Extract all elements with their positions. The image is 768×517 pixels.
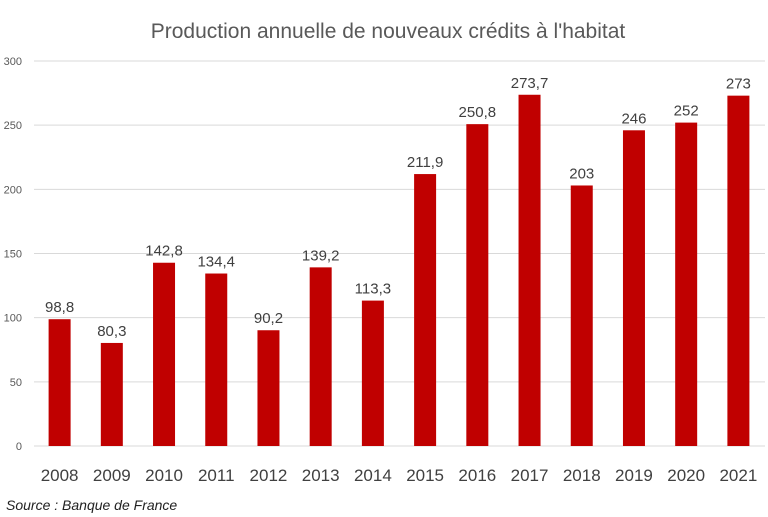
y-tick-label: 150: [4, 249, 22, 261]
bar: [361, 300, 384, 446]
bar: [309, 267, 332, 446]
bar: [414, 174, 437, 447]
bar: [675, 122, 698, 446]
bar: [100, 342, 123, 446]
data-label: 142,8: [145, 243, 183, 260]
x-tick-label: 2009: [93, 466, 131, 485]
x-tick-label: 2011: [198, 466, 235, 485]
data-label: 80,3: [97, 323, 126, 340]
x-tick-label: 2017: [511, 466, 549, 485]
y-tick-label: 50: [10, 377, 22, 389]
bar: [466, 124, 489, 446]
bar: [48, 319, 71, 446]
bar: [518, 94, 541, 447]
data-label: 273,7: [511, 75, 549, 92]
x-tick-label: 2018: [563, 466, 601, 485]
x-tick-label: 2014: [354, 466, 392, 485]
data-label: 250,8: [459, 104, 497, 121]
gridlines: [34, 60, 765, 447]
bar: [727, 95, 750, 447]
chart-title: Production annuelle de nouveaux crédits …: [151, 20, 626, 43]
bar: [257, 330, 280, 446]
bar: [622, 130, 645, 447]
data-label: 134,4: [197, 254, 235, 271]
data-label: 273: [726, 76, 751, 93]
data-label: 113,3: [355, 281, 391, 298]
x-tick-label: 2021: [719, 466, 757, 485]
data-label: 211,9: [407, 154, 443, 171]
x-tick-label: 2020: [667, 466, 705, 485]
data-label: 90,2: [254, 310, 283, 327]
y-tick-label: 0: [16, 441, 22, 453]
y-tick-label: 300: [4, 56, 22, 68]
bar: [570, 185, 593, 446]
x-tick-label: 2015: [406, 466, 444, 485]
y-axis: 0 50 100 150 200 250 300: [4, 56, 22, 453]
y-tick-label: 200: [4, 184, 22, 196]
bar: [205, 273, 228, 446]
x-tick-label: 2010: [145, 466, 183, 485]
bar: [153, 262, 176, 446]
x-tick-label: 2016: [458, 466, 496, 485]
y-tick-label: 250: [4, 120, 22, 132]
x-axis: 2008 2009 2010 2011 2012 2013 2014 2015 2016 2017…: [41, 466, 758, 485]
bars: 98,8 80,3 142,8 134,4 90,2 139,2 113,3 211,9 250…: [45, 75, 751, 447]
source-note: Source : Banque de France: [6, 497, 177, 513]
x-tick-label: 2013: [302, 466, 340, 485]
data-label: 139,2: [302, 247, 340, 264]
data-label: 252: [674, 103, 699, 120]
data-label: 98,8: [45, 299, 74, 316]
x-tick-label: 2019: [615, 466, 653, 485]
data-label: 246: [621, 110, 646, 127]
x-tick-label: 2008: [41, 466, 79, 485]
data-label: 203: [569, 165, 594, 182]
x-tick-label: 2012: [250, 466, 288, 485]
y-tick-label: 100: [4, 313, 22, 325]
